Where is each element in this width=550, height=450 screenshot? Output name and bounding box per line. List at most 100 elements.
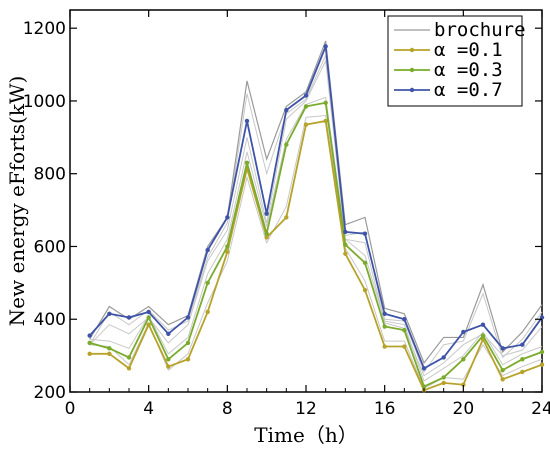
data-point	[166, 357, 171, 362]
data-point	[185, 357, 191, 362]
data-point	[362, 287, 368, 293]
data-point	[461, 382, 466, 387]
data-point	[87, 340, 92, 346]
y-tick-label: 1000	[23, 92, 66, 112]
y-tick-label: 1200	[23, 19, 66, 39]
data-point	[205, 280, 210, 286]
data-point	[402, 344, 407, 349]
legend-marker	[409, 87, 415, 93]
noise-lines	[89, 53, 543, 390]
data-point	[166, 364, 171, 369]
data-point	[323, 100, 328, 105]
x-tick-label: 16	[374, 399, 396, 419]
data-point	[500, 346, 505, 351]
data-point	[205, 247, 210, 253]
x-tick-label: 4	[143, 399, 154, 419]
series-1	[87, 118, 545, 393]
data-point	[146, 309, 151, 315]
data-point	[480, 322, 486, 327]
x-tick-label: 12	[295, 399, 317, 419]
data-point	[244, 118, 250, 124]
y-tick-label: 600	[34, 237, 66, 257]
data-point	[343, 242, 348, 247]
data-point	[421, 384, 427, 389]
data-point	[500, 367, 505, 373]
legend-label: α =0.1	[434, 39, 503, 61]
data-point	[539, 315, 545, 320]
series-2	[87, 100, 545, 389]
x-tick-label: 24	[531, 399, 550, 419]
data-point	[126, 315, 132, 320]
y-tick-label: 200	[34, 383, 66, 403]
data-point	[146, 322, 151, 327]
legend-label: α =0.7	[434, 79, 503, 101]
data-point	[284, 215, 289, 220]
data-point	[107, 346, 112, 351]
legend-marker	[409, 67, 415, 73]
x-tick-label: 0	[65, 399, 76, 419]
series-3	[87, 44, 545, 371]
noise-line	[89, 53, 543, 374]
data-point	[107, 351, 112, 356]
data-point	[205, 309, 210, 315]
data-point	[303, 104, 309, 109]
x-axis-title: Time（h）	[254, 423, 357, 447]
data-point	[264, 231, 269, 236]
data-point	[441, 375, 446, 380]
data-point	[284, 107, 289, 113]
data-point	[362, 260, 368, 266]
data-point	[323, 118, 328, 124]
data-point	[87, 351, 92, 356]
y-tick-label: 400	[34, 310, 66, 330]
data-point	[461, 329, 466, 335]
data-point	[146, 315, 151, 320]
data-point	[323, 44, 328, 49]
axis-ticks: 0 4 8 12 16 20 24 200 400 600 800 1000 1200	[23, 10, 550, 419]
data-point	[166, 331, 171, 336]
data-point	[520, 369, 525, 375]
data-point	[244, 160, 250, 165]
data-point	[520, 342, 525, 347]
noise-line	[89, 59, 543, 377]
data-point	[303, 93, 309, 98]
series-line	[88, 46, 543, 370]
data-point	[520, 357, 525, 362]
data-point	[185, 340, 191, 346]
data-point	[264, 235, 269, 240]
data-point	[441, 380, 446, 386]
data-point	[225, 249, 230, 255]
data-point	[343, 251, 348, 256]
data-point	[441, 355, 446, 360]
series-lines	[87, 40, 545, 393]
data-point	[225, 244, 230, 249]
y-tick-label: 800	[34, 165, 66, 185]
data-point	[225, 215, 230, 220]
data-point	[185, 315, 191, 320]
series-line	[89, 119, 543, 392]
x-tick-label: 20	[453, 399, 475, 419]
noise-line	[89, 114, 543, 390]
legend-marker	[409, 47, 415, 53]
data-point	[539, 362, 545, 367]
noise-line	[89, 96, 543, 382]
data-point	[362, 231, 368, 236]
data-point	[539, 349, 545, 355]
data-point	[461, 357, 466, 362]
data-point	[107, 311, 112, 316]
data-point	[343, 229, 348, 235]
data-point	[303, 122, 309, 127]
data-point	[480, 333, 486, 338]
data-point	[87, 333, 92, 338]
data-point	[382, 344, 387, 349]
data-point	[382, 311, 387, 316]
x-tick-label: 8	[222, 399, 233, 419]
y-axis-title: New energy eFforts(kW)	[5, 76, 29, 327]
data-point	[126, 366, 132, 371]
legend-label: brochure	[434, 19, 526, 41]
data-point	[421, 366, 427, 371]
data-point	[264, 211, 269, 216]
data-point	[126, 355, 132, 360]
legend-label: α =0.3	[434, 59, 503, 81]
data-point	[382, 324, 387, 329]
